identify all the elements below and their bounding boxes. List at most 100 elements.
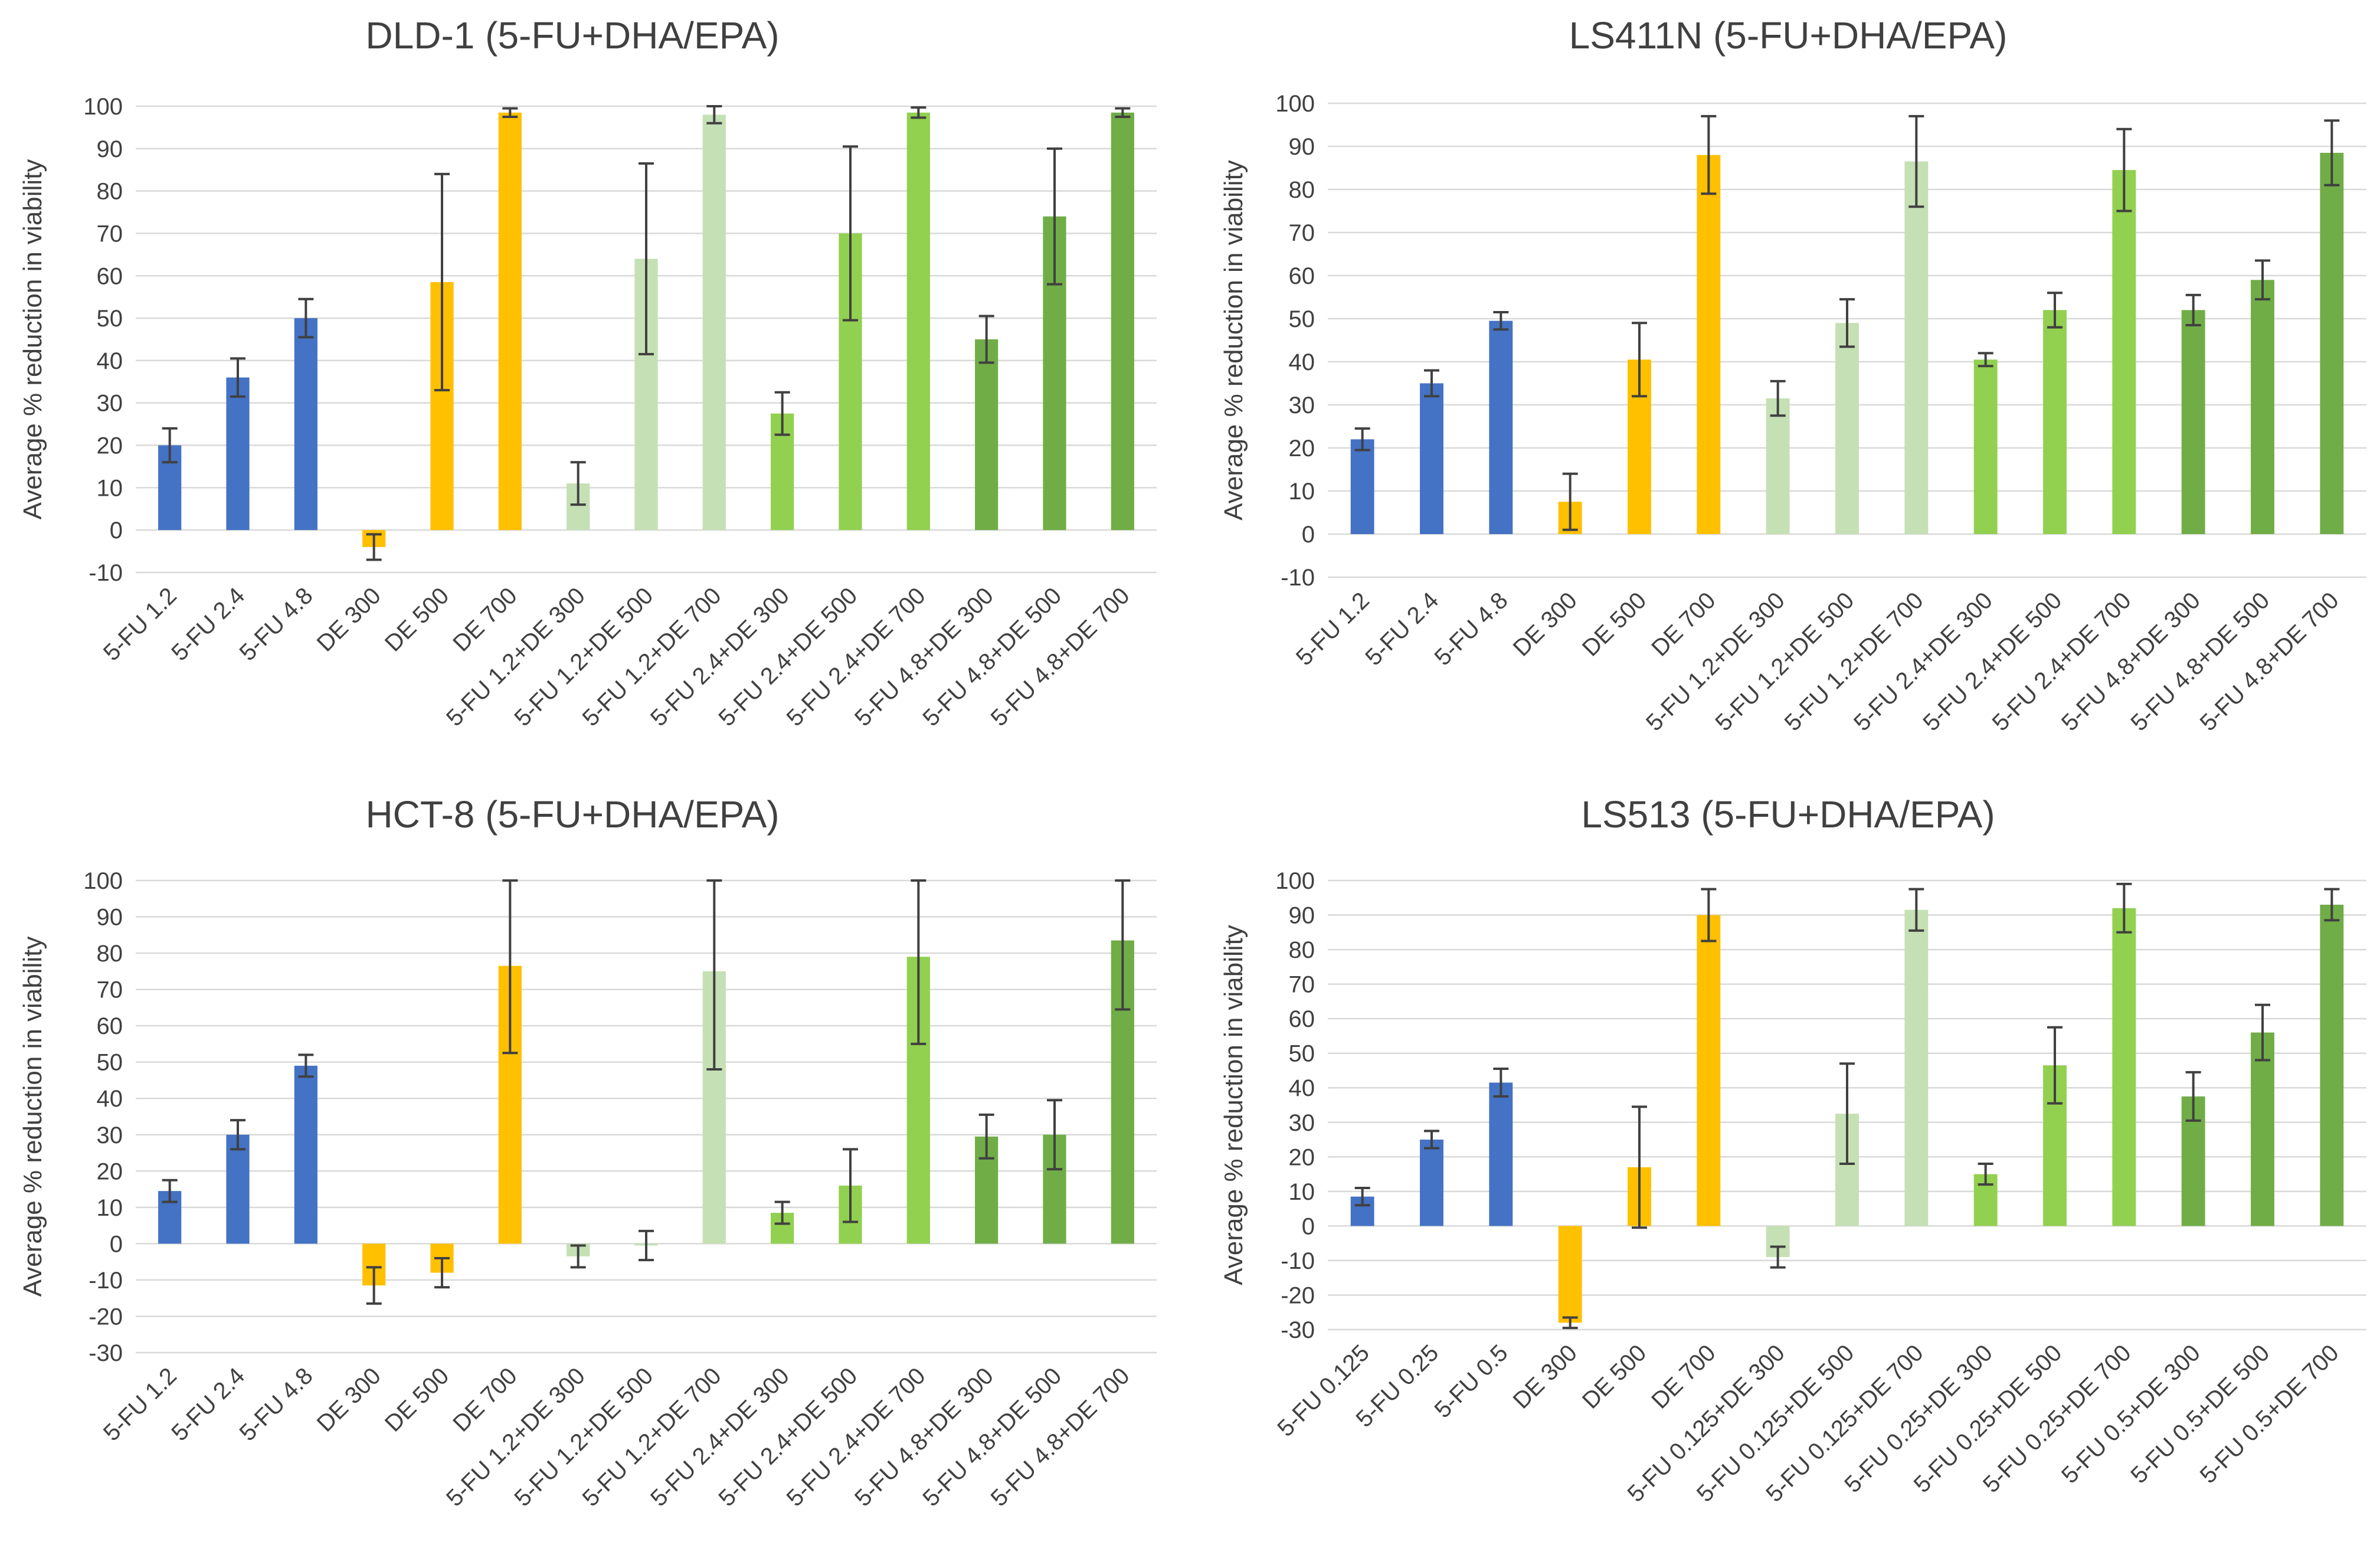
y-tick-label: 30: [1289, 1110, 1315, 1136]
y-tick-label: 100: [1275, 91, 1315, 117]
bar: [906, 112, 930, 531]
y-tick-label: 50: [97, 306, 123, 332]
bar: [702, 114, 726, 531]
y-tick-label: 10: [1289, 479, 1315, 505]
bar: [1697, 915, 1721, 1226]
chart-title: LS411N (5-FU+DHA/EPA): [1569, 14, 2008, 57]
bar: [1420, 383, 1443, 534]
bar: [1973, 359, 1998, 534]
y-tick-label: 40: [97, 1086, 123, 1112]
bar: [2043, 310, 2067, 534]
y-tick-label: 20: [1289, 1144, 1315, 1170]
x-category-label: DE 300: [312, 582, 386, 656]
y-tick-label: 30: [97, 391, 123, 417]
chart-panel-ls411n: LS411N (5-FU+DHA/EPA) -10 0 10 20 30 40 50 60 70 8…: [1219, 14, 2366, 736]
chart-title: DLD-1 (5-FU+DHA/EPA): [365, 14, 779, 57]
bar: [1489, 1082, 1513, 1226]
y-tick-label: 10: [97, 475, 123, 501]
y-axis-label: Average % reduction in viability: [1219, 160, 1248, 521]
bar: [2181, 310, 2205, 534]
y-tick-label: 90: [97, 136, 123, 162]
x-category-label: DE 500: [380, 582, 454, 656]
bar: [1766, 398, 1790, 534]
bar: [2112, 908, 2136, 1226]
bar: [1489, 320, 1513, 534]
y-axis-label: Average % reduction in viability: [18, 159, 47, 520]
bar: [1111, 112, 1134, 531]
y-tick-label: 10: [97, 1195, 123, 1221]
y-tick-label: 40: [1289, 1075, 1315, 1101]
y-tick-label: 50: [1289, 306, 1315, 332]
bar: [1904, 909, 1929, 1226]
y-tick-label: 70: [97, 221, 123, 247]
bar: [1420, 1140, 1443, 1226]
x-category-label: 5-FU 2.4: [1360, 587, 1443, 670]
y-tick-label: 20: [1289, 436, 1315, 461]
y-tick-label: 70: [97, 977, 123, 1003]
y-tick-label: 90: [1289, 903, 1315, 929]
bar: [2320, 904, 2344, 1226]
y-tick-label: 50: [97, 1050, 123, 1076]
y-tick-label: 0: [1302, 1213, 1315, 1239]
y-tick-label: 100: [83, 868, 123, 894]
y-tick-label: -10: [89, 560, 123, 586]
chart-title: HCT-8 (5-FU+DHA/EPA): [365, 793, 779, 836]
chart-panel-dld1: DLD-1 (5-FU+DHA/EPA) -10 0 10 20 30 40 50 60 70 80…: [18, 14, 1157, 731]
x-category-label: 5-FU 4.8: [1430, 587, 1513, 670]
bar: [226, 377, 250, 531]
y-tick-label: -30: [89, 1340, 123, 1366]
x-category-label: DE 300: [312, 1363, 386, 1436]
x-category-label: 5-FU 1.2: [1291, 587, 1374, 670]
y-tick-label: 70: [1289, 972, 1315, 998]
y-tick-label: 50: [1289, 1041, 1315, 1067]
y-tick-label: 80: [97, 179, 123, 205]
bar: [975, 339, 999, 531]
x-category-label: 5-FU 1.2: [99, 582, 182, 666]
x-category-label: 5-FU 4.8: [235, 582, 318, 666]
y-tick-label: 80: [97, 941, 123, 967]
bar: [1835, 323, 1859, 534]
bar: [1350, 439, 1374, 534]
x-category-label: DE 300: [1508, 587, 1582, 661]
chart-title: LS513 (5-FU+DHA/EPA): [1581, 793, 1995, 836]
bar: [294, 318, 317, 531]
bar: [226, 1134, 250, 1244]
y-tick-label: -10: [1281, 565, 1315, 591]
x-category-label: 5-FU 2.4: [166, 1363, 250, 1446]
x-category-label: 5-FU 0.125: [1272, 1340, 1374, 1442]
x-category-label: 5-FU 0.5: [1430, 1340, 1513, 1423]
y-tick-label: 100: [83, 94, 123, 120]
y-tick-label: 30: [1289, 392, 1315, 418]
y-tick-label: 60: [1289, 1006, 1315, 1032]
y-axis-label: Average % reduction in viability: [18, 937, 47, 1297]
bar: [2112, 170, 2136, 534]
bar: [2320, 152, 2344, 534]
bar: [498, 112, 522, 531]
x-category-label: 5-FU 1.2: [99, 1363, 182, 1446]
y-tick-label: 60: [1289, 263, 1315, 289]
bar: [1697, 155, 1721, 535]
y-tick-label: 90: [97, 905, 123, 931]
bar: [2251, 280, 2274, 534]
y-tick-label: 60: [97, 1013, 123, 1039]
y-tick-label: 40: [1289, 349, 1315, 375]
y-tick-label: 100: [1275, 868, 1315, 894]
x-category-label: 5-FU 2.4: [166, 582, 250, 666]
y-tick-label: 20: [97, 1158, 123, 1184]
y-tick-label: -30: [1281, 1317, 1315, 1343]
y-tick-label: -10: [1281, 1248, 1315, 1274]
y-tick-label: -20: [1281, 1282, 1315, 1308]
y-tick-label: 0: [110, 518, 123, 544]
y-tick-label: 10: [1289, 1179, 1315, 1205]
y-tick-label: 20: [97, 433, 123, 459]
chart-panel-hct8: HCT-8 (5-FU+DHA/EPA) -30 -20 -10 0 10 20 30 40 50…: [18, 793, 1157, 1511]
y-tick-label: 40: [97, 348, 123, 374]
bar: [1558, 1226, 1582, 1323]
y-tick-label: 90: [1289, 134, 1315, 160]
y-tick-label: 0: [1302, 522, 1315, 548]
y-axis-label: Average % reduction in viability: [1219, 925, 1248, 1285]
x-category-label: DE 500: [1577, 587, 1651, 661]
chart-panel-ls513: LS513 (5-FU+DHA/EPA) -30 -20 -10 0 10 20 30 40 50…: [1219, 793, 2366, 1507]
x-category-label: DE 500: [1577, 1340, 1651, 1413]
